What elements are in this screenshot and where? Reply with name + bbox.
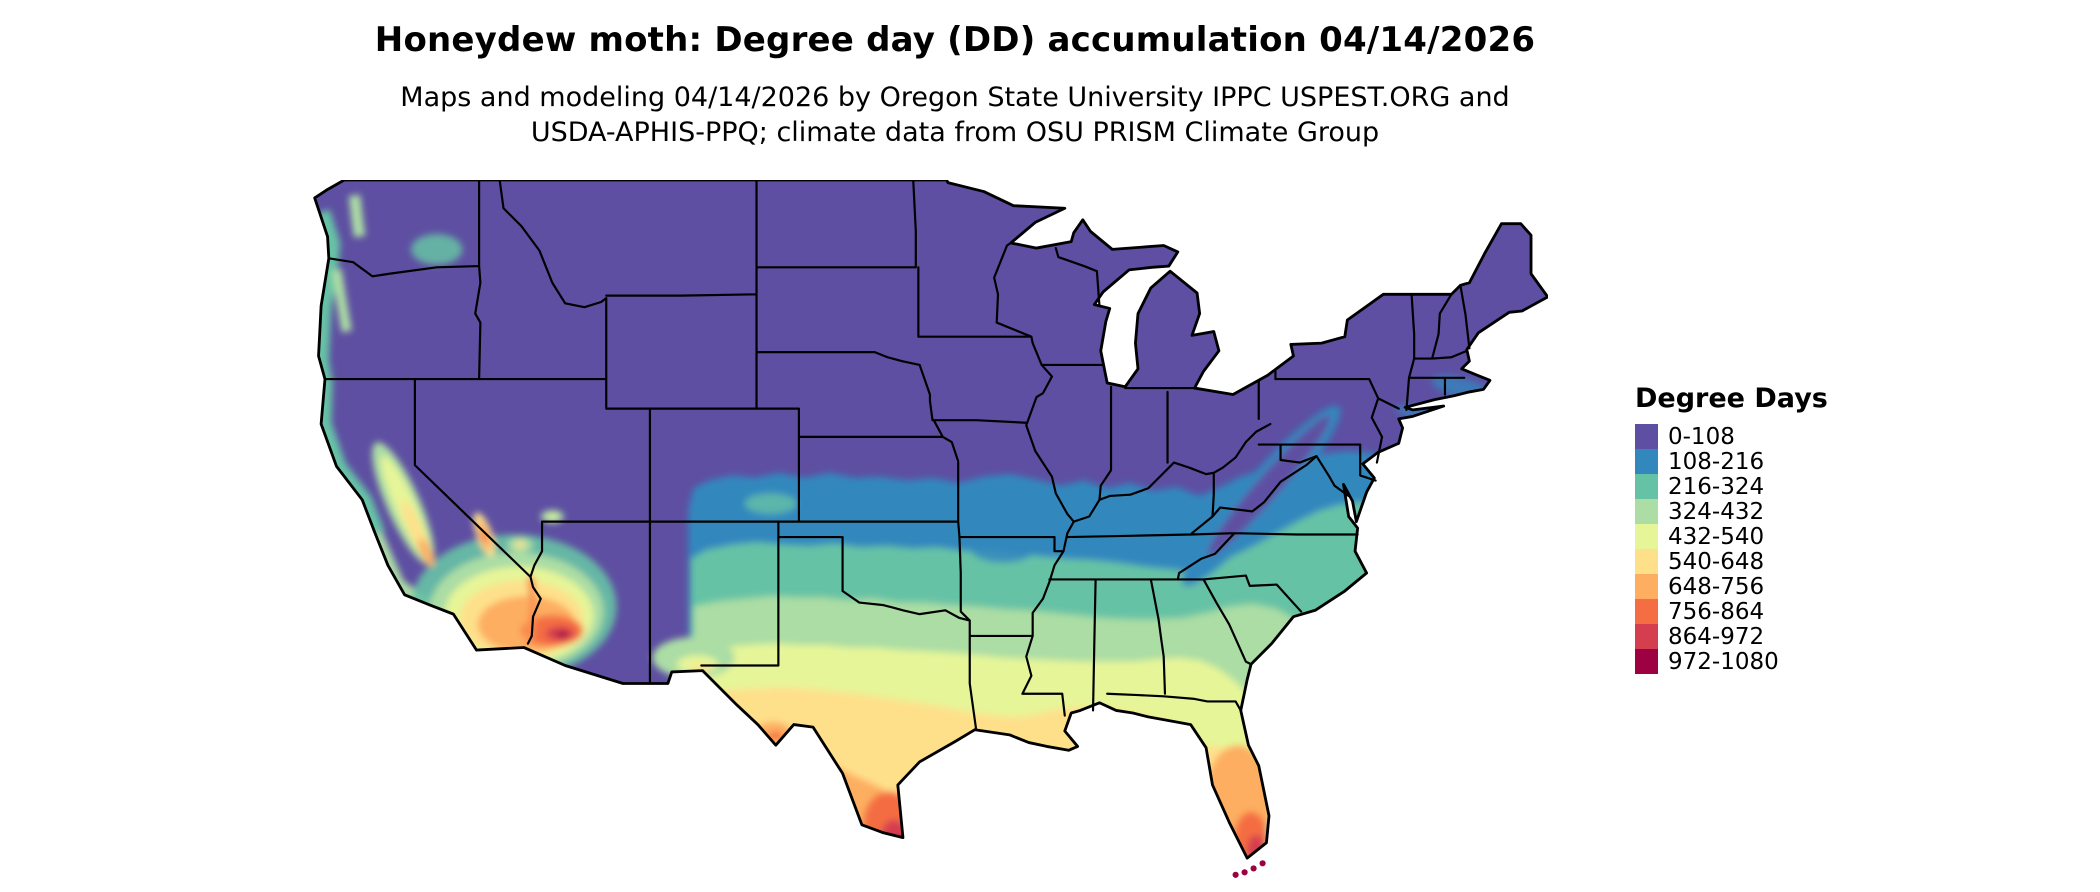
dd-blob [696, 643, 1267, 859]
legend-swatch [1635, 474, 1658, 499]
legend-row: 540-648 [1635, 548, 1828, 575]
dd-blob [348, 194, 366, 238]
dd-blob [480, 530, 488, 544]
dd-blob [1207, 415, 1331, 556]
dd-blob [515, 541, 526, 548]
florida-keys [1232, 860, 1266, 878]
legend-row: 216-324 [1635, 473, 1828, 500]
legend-swatch [1635, 624, 1658, 649]
legend-swatch [1635, 549, 1658, 574]
legend-label: 648-756 [1668, 573, 1765, 600]
legend-label: 0-108 [1668, 423, 1735, 450]
legend-row: 0-108 [1635, 423, 1828, 450]
dd-blob [547, 513, 558, 520]
dd-blob [1250, 865, 1257, 872]
dd-blob [1259, 860, 1266, 867]
legend-swatch [1635, 449, 1658, 474]
legend-swatch [1635, 524, 1658, 549]
legend-label: 972-1080 [1668, 648, 1779, 675]
page-subtitle: Maps and modeling 04/14/2026 by Oregon S… [0, 80, 1910, 150]
dd-blob [768, 732, 784, 740]
legend-swatch [1635, 649, 1658, 674]
legend-swatch [1635, 599, 1658, 624]
legend-label: 216-324 [1668, 473, 1765, 500]
legend-row: 648-756 [1635, 573, 1828, 600]
legend-title: Degree Days [1635, 383, 1828, 414]
legend-row: 864-972 [1635, 623, 1828, 650]
legend-swatch [1635, 574, 1658, 599]
legend-swatch [1635, 499, 1658, 524]
dd-blob [744, 493, 797, 514]
dd-blob [556, 631, 569, 638]
legend-label: 540-648 [1668, 548, 1765, 575]
dd-blob [411, 233, 463, 265]
legend-swatch [1635, 424, 1658, 449]
legend-row: 756-864 [1635, 598, 1828, 625]
legend-label: 108-216 [1668, 448, 1765, 475]
subtitle-line-2: USDA-APHIS-PPQ; climate data from OSU PR… [530, 117, 1380, 148]
legend-row: 432-540 [1635, 523, 1828, 550]
legend-label: 756-864 [1668, 598, 1765, 625]
legend-items: 0-108 108-216 216-324 324-432 432-540 54… [1635, 423, 1828, 675]
dd-blob [969, 531, 1037, 563]
legend-row: 324-432 [1635, 498, 1828, 525]
state-borders [323, 180, 1471, 731]
subtitle-line-1: Maps and modeling 04/14/2026 by Oregon S… [400, 82, 1510, 113]
page-title: Honeydew moth: Degree day (DD) accumulat… [374, 20, 1536, 60]
legend-label: 864-972 [1668, 623, 1765, 650]
dd-blob [1241, 869, 1248, 876]
dd-blob [418, 538, 435, 567]
dd-blob [526, 576, 535, 644]
legend: Degree Days 0-108 108-216 216-324 324-43… [1635, 383, 1828, 675]
dd-blob [1232, 871, 1239, 878]
dd-color-field [314, 180, 1548, 859]
degree-day-map [308, 180, 1548, 880]
legend-row: 972-1080 [1635, 648, 1828, 675]
us-degree-day-svg [313, 180, 1548, 878]
us-outline [313, 180, 1548, 860]
legend-label: 432-540 [1668, 523, 1765, 550]
dd-blob [331, 269, 352, 333]
legend-row: 108-216 [1635, 448, 1828, 475]
legend-label: 324-432 [1668, 498, 1765, 525]
